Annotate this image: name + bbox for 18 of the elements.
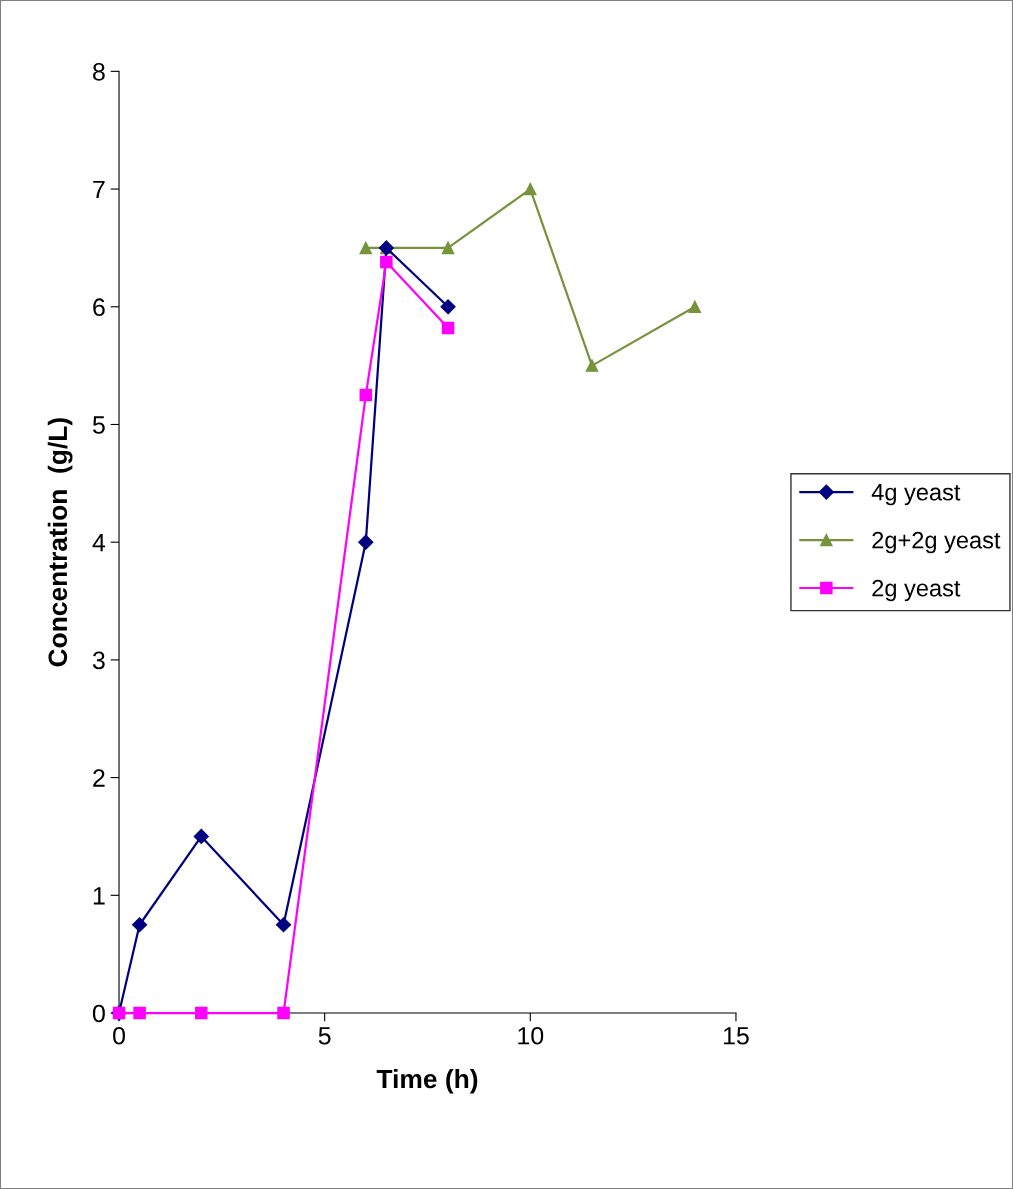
y-tick-label: 1 — [93, 887, 105, 905]
y-axis-title: Concentration (g/L) — [47, 418, 73, 667]
y-tick-label: 0 — [92, 1004, 105, 1023]
legend-label: 2g+2g yeast — [872, 531, 1001, 554]
x-axis-title: Time (h) — [376, 1068, 478, 1094]
y-tick-label: 6 — [93, 298, 105, 317]
legend-label: 2g yeast — [872, 579, 961, 602]
x-tick-label: 10 — [518, 1026, 544, 1045]
legend-label: 4g yeast — [871, 484, 961, 506]
x-tick-label: 0 — [113, 1026, 125, 1045]
x-tick-label: 5 — [318, 1027, 331, 1045]
y-tick-label: 8 — [93, 62, 105, 81]
y-tick-label: 3 — [92, 651, 105, 670]
x-tick-label: 15 — [723, 1027, 749, 1045]
y-tick-label: 7 — [93, 180, 105, 199]
y-tick-label: 4 — [92, 534, 106, 552]
y-tick-label: 5 — [92, 416, 105, 434]
y-tick-label: 2 — [93, 769, 105, 787]
